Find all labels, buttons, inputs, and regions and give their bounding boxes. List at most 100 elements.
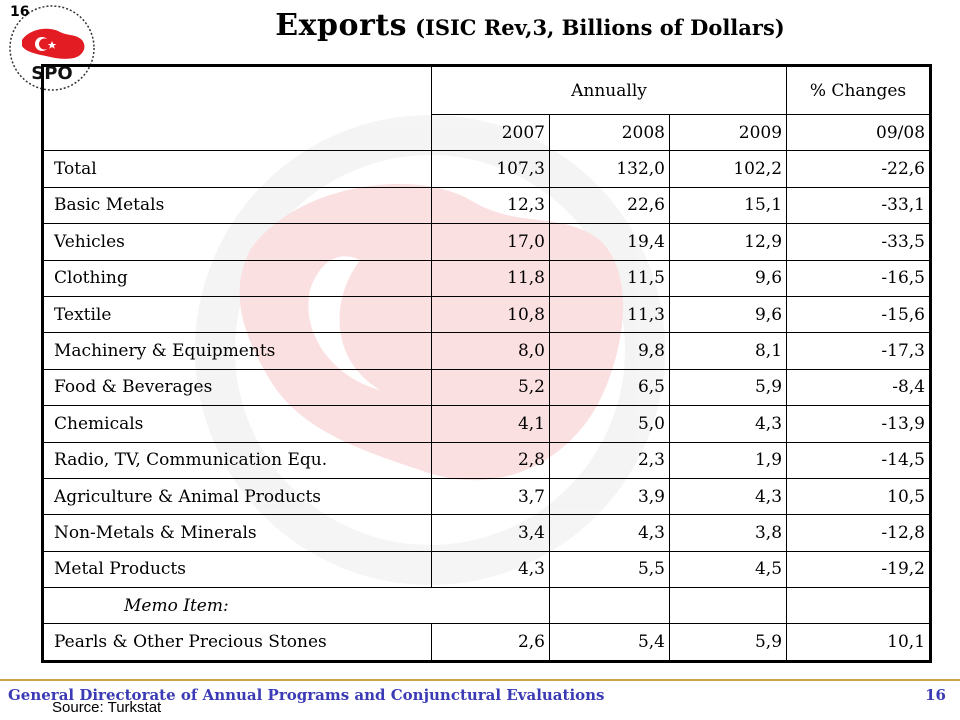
row-value: -19,2 — [786, 550, 932, 589]
row-label: Food & Beverages — [42, 368, 432, 407]
row-label: Textile — [42, 295, 432, 334]
row-value: -15,6 — [786, 295, 932, 334]
slide-number-top: 16 — [10, 4, 30, 20]
row-value: 4,3 — [668, 477, 788, 516]
row-value: 5,0 — [549, 405, 670, 443]
row-value: 11,8 — [431, 259, 550, 297]
row-value: -16,5 — [786, 259, 932, 297]
row-value: -33,5 — [786, 223, 932, 261]
row-value: 5,2 — [431, 368, 550, 407]
exports-table: Annually % Changes 2007 2008 2009 09/08 … — [41, 64, 933, 663]
memo-label: Memo Item: — [42, 587, 550, 625]
row-value: -13,9 — [786, 405, 932, 443]
memo-empty-cell — [668, 587, 788, 625]
table-row: Pearls & Other Precious Stones 2,6 5,4 5,9 1… — [42, 623, 932, 662]
row-value: 4,5 — [668, 550, 788, 589]
table-row: Textile 10,8 11,3 9,6 -15,6 — [42, 295, 932, 334]
table-row: Food & Beverages 5,2 6,5 5,9 -8,4 — [42, 368, 932, 407]
row-label: Clothing — [42, 259, 432, 297]
row-value: 5,4 — [549, 623, 670, 662]
row-value: 11,5 — [549, 259, 670, 297]
footer-page-number: 16 — [925, 686, 946, 704]
row-value: 2,3 — [549, 441, 670, 479]
row-value: 8,0 — [431, 332, 550, 370]
row-value: 12,9 — [668, 223, 788, 261]
table-row: Radio, TV, Communication Equ. 2,8 2,3 1,9 -1… — [42, 441, 932, 479]
table-row: Total 107,3 132,0 102,2 -22,6 — [42, 150, 932, 188]
table-row: Non-Metals & Minerals 3,4 4,3 3,8 -12,8 — [42, 514, 932, 552]
header-changes: % Changes — [786, 65, 932, 115]
row-value: 10,1 — [786, 623, 932, 662]
row-value: 1,9 — [668, 441, 788, 479]
year-header: 2009 — [668, 113, 788, 152]
row-value: 4,3 — [431, 550, 550, 589]
table-row: Chemicals 4,1 5,0 4,3 -13,9 — [42, 405, 932, 443]
title-subtitle: (ISIC Rev,3, Billions of Dollars) — [415, 15, 785, 40]
row-value: -17,3 — [786, 332, 932, 370]
header-group-row: Annually % Changes — [42, 64, 932, 152]
title-main: Exports — [275, 8, 408, 43]
row-value: 15,1 — [668, 186, 788, 225]
row-value: 3,7 — [431, 477, 550, 516]
table-row: Clothing 11,8 11,5 9,6 -16,5 — [42, 259, 932, 297]
table-row: Basic Metals 12,3 22,6 15,1 -33,1 — [42, 186, 932, 225]
row-label: Metal Products — [42, 550, 432, 589]
row-value: 6,5 — [549, 368, 670, 407]
header-empty-cell — [42, 64, 432, 152]
row-value: 3,8 — [668, 514, 788, 552]
row-value: -12,8 — [786, 514, 932, 552]
row-value: 5,9 — [668, 368, 788, 407]
table-row: Metal Products 4,3 5,5 4,5 -19,2 — [42, 550, 932, 589]
row-value: 5,5 — [549, 550, 670, 589]
table-row: Vehicles 17,0 19,4 12,9 -33,5 — [42, 223, 932, 261]
row-value: 10,5 — [786, 477, 932, 516]
row-value: 2,8 — [431, 441, 550, 479]
header-years-row: 2007 2008 2009 09/08 — [43, 113, 932, 152]
memo-empty-cell — [786, 587, 932, 625]
row-label: Machinery & Equipments — [42, 332, 432, 370]
row-value: -14,5 — [786, 441, 932, 479]
row-value: 4,1 — [431, 405, 550, 443]
row-value: 3,4 — [431, 514, 550, 552]
row-label: Vehicles — [42, 223, 432, 261]
row-value: 12,3 — [431, 186, 550, 225]
source-note: Source: Turkstat — [52, 699, 162, 716]
row-value: 4,3 — [668, 405, 788, 443]
row-label: Total — [42, 150, 432, 188]
year-header: 09/08 — [786, 113, 932, 152]
row-value: 11,3 — [549, 295, 670, 334]
footer-divider — [0, 679, 960, 681]
row-value: -8,4 — [786, 368, 932, 407]
row-value: 9,6 — [668, 295, 788, 334]
row-label: Radio, TV, Communication Equ. — [42, 441, 432, 479]
row-value: -22,6 — [786, 150, 932, 188]
row-value: 19,4 — [549, 223, 670, 261]
row-value: 102,2 — [668, 150, 788, 188]
row-value: 2,6 — [431, 623, 550, 662]
page-title: Exports (ISIC Rev,3, Billions of Dollars) — [200, 8, 860, 43]
row-value: 3,9 — [549, 477, 670, 516]
row-label: Non-Metals & Minerals — [42, 514, 432, 552]
table-row: Agriculture & Animal Products 3,7 3,9 4,3 10… — [42, 477, 932, 516]
table-row: Machinery & Equipments 8,0 9,8 8,1 -17,3 — [42, 332, 932, 370]
row-label: Agriculture & Animal Products — [42, 477, 432, 516]
row-label: Chemicals — [42, 405, 432, 443]
row-value: 8,1 — [668, 332, 788, 370]
memo-row: Memo Item: — [42, 587, 932, 625]
row-value: 10,8 — [431, 295, 550, 334]
row-value: -33,1 — [786, 186, 932, 225]
row-label: Pearls & Other Precious Stones — [42, 623, 432, 662]
year-header: 2007 — [431, 113, 550, 152]
row-value: 132,0 — [549, 150, 670, 188]
header-annually: Annually — [430, 65, 788, 115]
footer-text: General Directorate of Annual Programs a… — [8, 686, 605, 704]
year-header: 2008 — [549, 113, 670, 152]
row-value: 107,3 — [431, 150, 550, 188]
row-value: 22,6 — [549, 186, 670, 225]
row-value: 17,0 — [431, 223, 550, 261]
row-label: Basic Metals — [42, 186, 432, 225]
row-value: 5,9 — [668, 623, 788, 662]
row-value: 9,6 — [668, 259, 788, 297]
row-value: 9,8 — [549, 332, 670, 370]
row-value: 4,3 — [549, 514, 670, 552]
